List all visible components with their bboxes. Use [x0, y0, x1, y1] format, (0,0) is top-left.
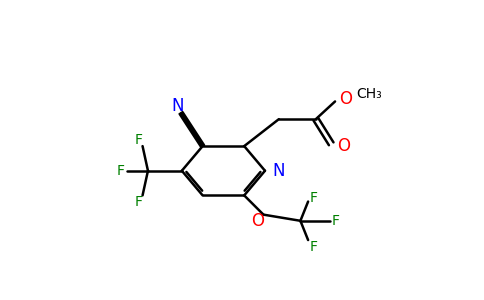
Text: F: F [309, 240, 318, 254]
Text: CH₃: CH₃ [357, 87, 382, 101]
Text: F: F [135, 133, 143, 147]
Text: O: O [251, 212, 264, 230]
Text: F: F [117, 164, 125, 178]
Text: O: O [339, 90, 352, 108]
Text: N: N [172, 97, 184, 115]
Text: N: N [272, 162, 285, 180]
Text: F: F [135, 195, 143, 209]
Text: O: O [337, 137, 350, 155]
Text: F: F [309, 191, 318, 205]
Text: F: F [332, 214, 340, 228]
